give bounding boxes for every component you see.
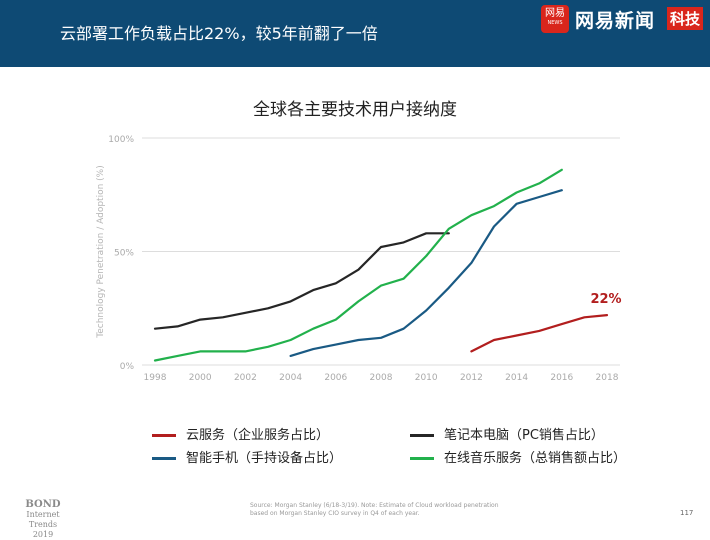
legend-item-notebook: 笔记本电脑（PC销售占比） xyxy=(410,424,604,443)
logo-badge-text: 网易 xyxy=(545,8,565,19)
header-bar: 云部署工作负载占比22%，较5年前翻了一倍 网易 NEWS 网易新闻 科技 xyxy=(0,0,710,67)
x-tick-label: 2010 xyxy=(415,373,438,383)
source-note: Source: Morgan Stanley (6/18-3/19). Note… xyxy=(250,502,499,517)
legend-swatch-notebook xyxy=(410,434,434,437)
x-tick-labels: 1998 2000 2002 2004 2006 2008 2010 2012 2014 2016… xyxy=(144,373,619,383)
legend-label-music: 在线音乐服务（总销售额占比） xyxy=(444,451,627,466)
legend-item-music: 在线音乐服务（总销售额占比） xyxy=(410,447,626,466)
series-line-music xyxy=(153,168,563,362)
logo-tag[interactable]: 科技 xyxy=(667,7,704,30)
series-line-smartphone xyxy=(289,189,563,357)
legend-swatch-music xyxy=(410,457,434,460)
bond-logo: BOND Internet Trends 2019 xyxy=(14,500,72,540)
y-axis-label: Technology Penetration / Adoption (%) xyxy=(96,165,106,339)
y-tick-labels: 0% 50% 100% xyxy=(108,135,134,372)
page-title: 云部署工作负载占比22%，较5年前翻了一倍 xyxy=(60,24,378,43)
y-tick-label: 50% xyxy=(114,249,134,259)
logo-brand[interactable]: 网易新闻 xyxy=(575,10,656,32)
bond-logo-subtitle: Internet Trends xyxy=(26,510,60,529)
series-lines xyxy=(153,168,609,362)
legend-label-cloud: 云服务（企业服务占比） xyxy=(186,428,330,443)
chart-title: 全球各主要技术用户接纳度 xyxy=(253,100,457,120)
x-tick-label: 1998 xyxy=(144,373,167,383)
x-tick-label: 2012 xyxy=(460,373,483,383)
series-line-cloud xyxy=(470,314,609,353)
x-tick-label: 2002 xyxy=(234,373,257,383)
x-tick-label: 2014 xyxy=(505,373,528,383)
x-tick-label: 2008 xyxy=(370,373,393,383)
netease-logo-icon[interactable]: 网易 NEWS xyxy=(541,5,569,33)
legend-label-smartphone: 智能手机（手持设备占比） xyxy=(186,451,343,466)
legend-swatch-smartphone xyxy=(152,457,176,460)
bond-logo-year: 2019 xyxy=(32,530,54,539)
page-number: 117 xyxy=(680,509,694,517)
x-tick-label: 2006 xyxy=(324,373,347,383)
x-tick-label: 2016 xyxy=(550,373,573,383)
legend-item-cloud: 云服务（企业服务占比） xyxy=(152,424,329,443)
grid-lines xyxy=(142,137,620,366)
legend-swatch-cloud xyxy=(152,434,176,437)
annotation-22-percent: 22% xyxy=(590,292,621,307)
y-tick-label: 0% xyxy=(120,362,135,372)
legend-label-notebook: 笔记本电脑（PC销售占比） xyxy=(444,428,604,443)
series-line-notebook xyxy=(153,232,450,330)
x-tick-label: 2000 xyxy=(189,373,212,383)
x-tick-label: 2018 xyxy=(596,373,619,383)
x-tick-label: 2004 xyxy=(279,373,302,383)
bond-logo-title: BOND xyxy=(25,499,61,510)
logo-badge-small-text: NEWS xyxy=(547,20,563,26)
y-tick-label: 100% xyxy=(108,135,134,145)
legend-item-smartphone: 智能手机（手持设备占比） xyxy=(152,447,342,466)
